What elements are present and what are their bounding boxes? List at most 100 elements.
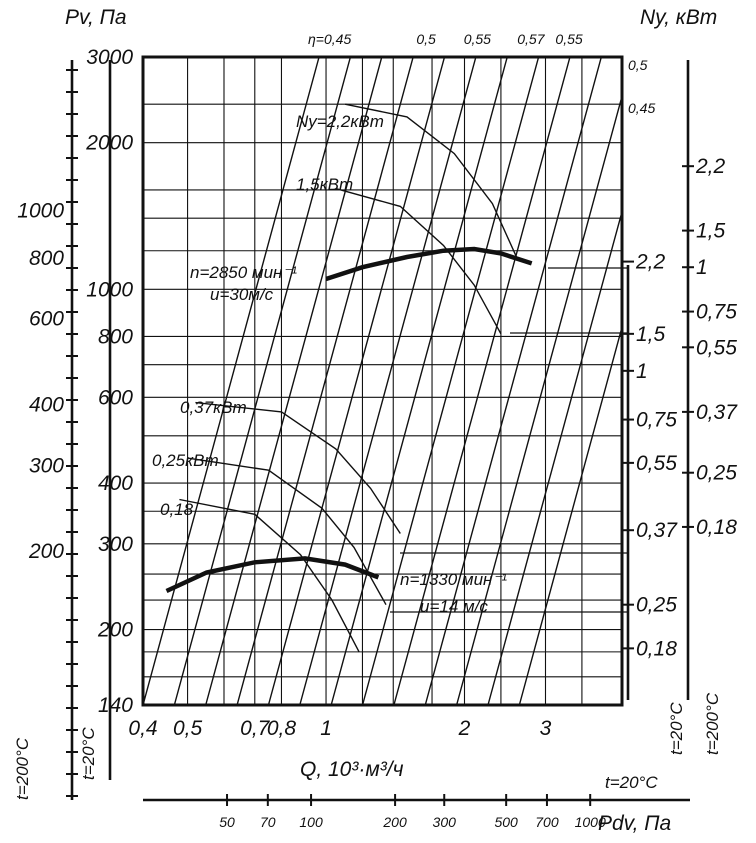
right-axis-title: Ny, кВт xyxy=(640,6,717,29)
efficiency-line xyxy=(143,57,320,705)
right-t200-title: t=200°C xyxy=(703,692,722,755)
efficiency-label: η=0,45 xyxy=(308,31,351,47)
efficiency-label: 0,55 xyxy=(555,31,582,47)
left-t20-title: t=20°C xyxy=(79,727,98,780)
plot-frame xyxy=(141,55,624,707)
right-t20-tick-label: 0,18 xyxy=(636,637,677,660)
right-t200-tick-label: 1,5 xyxy=(696,220,726,243)
power-curve-label: 0,25кВт xyxy=(152,451,219,470)
right-t200-tick-label: 0,18 xyxy=(696,516,737,539)
y-tick-label: 400 xyxy=(98,472,133,495)
left-t200-tick-label: 200 xyxy=(28,540,64,563)
x-tick-label: 2 xyxy=(458,717,471,740)
power-curve-label: 1,5кВт xyxy=(296,175,353,194)
y-tick-labels: 140200300400600800100020003000 xyxy=(85,46,133,717)
power-curve xyxy=(344,103,518,259)
efficiency-line xyxy=(267,57,446,705)
x-tick-label: 0,5 xyxy=(173,717,203,740)
bottom-tick-label: 200 xyxy=(382,814,407,830)
y-gridlines xyxy=(143,56,622,706)
bottom-scale-title: Pdv, Па xyxy=(598,812,671,835)
right-t20-tick-label: 0,75 xyxy=(636,409,677,432)
series-speed-label: u=14 м/с xyxy=(420,597,488,616)
power-curves xyxy=(179,103,518,653)
efficiency-label: 0,5 xyxy=(628,57,648,73)
right-t200-tick-label: 0,75 xyxy=(696,301,737,324)
bottom-tick-label: 50 xyxy=(219,814,235,830)
left-axis-title: Pv, Па xyxy=(65,6,127,29)
bottom-pdv-axis: 50 70 100 200 300 500 700 1000 xyxy=(143,794,690,830)
efficiency-line xyxy=(330,57,508,705)
leader-lines xyxy=(390,267,628,613)
x-tick-labels: 0,4 0,5 0,70,8 1 2 3 xyxy=(128,717,551,740)
left-t200-tick-label: 300 xyxy=(29,454,64,477)
power-curve xyxy=(187,457,387,606)
x-tick-label: 0,7 xyxy=(240,717,271,740)
performance-curve xyxy=(165,556,380,594)
efficiency-label: 0,55 xyxy=(464,31,491,47)
power-curve-label: 0,37кВт xyxy=(180,398,247,417)
series-label: n=1330 мин⁻¹ xyxy=(400,570,507,589)
efficiency-line xyxy=(236,57,414,705)
efficiency-line xyxy=(361,57,540,705)
series-label: n=2850 мин⁻¹ xyxy=(190,263,297,282)
efficiency-line xyxy=(424,57,603,705)
x-tick-label: 0,8 xyxy=(267,717,297,740)
left-t200-tick-label: 1000 xyxy=(17,200,64,223)
bottom-tick-label: 100 xyxy=(299,814,323,830)
right-t200-tick-label: 0,25 xyxy=(696,462,737,485)
left-t200-tick-label: 400 xyxy=(29,393,64,416)
power-curve xyxy=(195,401,401,534)
right-t20-title: t=20°C xyxy=(667,702,686,755)
left-t200-tick-label: 800 xyxy=(29,247,64,270)
right-t200-tick-label: 2,2 xyxy=(695,155,726,178)
right-t200-tick-label: 1 xyxy=(696,256,708,279)
bottom-scale-temp: t=20°C xyxy=(605,773,658,792)
right-t200-tick-label: 0,55 xyxy=(696,336,737,359)
efficiency-line xyxy=(487,209,622,705)
y-tick-label: 600 xyxy=(98,386,133,409)
right-t200-axis: 2,2 1,5 1 0,75 0,55 0,37 0,25 0,18 xyxy=(682,60,738,700)
power-curve xyxy=(335,187,502,335)
efficiency-label: 0,5 xyxy=(416,31,436,47)
right-t200-tick-label: 0,37 xyxy=(696,401,738,424)
right-t20-tick-label: 1 xyxy=(636,360,648,383)
y-tick-label: 200 xyxy=(97,619,133,642)
efficiency-line xyxy=(518,324,622,705)
left-t200-axis: 1000 800 600 400 300 200 xyxy=(17,60,112,800)
efficiency-line xyxy=(393,57,571,705)
power-curve-label: 0,18 xyxy=(160,500,194,519)
efficiency-line xyxy=(455,93,622,705)
power-curve-label: Ny=2,2кВт xyxy=(296,112,384,131)
x-tick-label: 3 xyxy=(540,717,552,740)
right-t20-tick-label: 2,2 xyxy=(635,251,666,274)
x-tick-label: 1 xyxy=(320,717,332,740)
y-tick-label: 800 xyxy=(98,325,133,348)
right-t20-tick-label: 0,25 xyxy=(636,594,677,617)
performance-curve xyxy=(325,246,533,282)
x-axis-title: Q, 10³·м³/ч xyxy=(300,758,404,781)
left-t200-title: t=200°C xyxy=(13,737,32,800)
efficiency-label: 0,57 xyxy=(517,31,545,47)
y-tick-label: 3000 xyxy=(86,46,133,69)
bottom-tick-label: 70 xyxy=(260,814,276,830)
efficiency-label: 0,45 xyxy=(628,100,655,116)
left-t200-tick-label: 600 xyxy=(29,308,64,331)
y-tick-label: 300 xyxy=(98,533,133,556)
performance-curves xyxy=(165,246,533,594)
right-t20-tick-label: 0,37 xyxy=(636,519,678,542)
right-t20-axis: 2,2 1,5 1 0,75 0,55 0,37 0,25 0,18 xyxy=(622,251,678,700)
y-tick-label: 140 xyxy=(98,694,133,717)
efficiency-line xyxy=(173,57,352,705)
curve-labels: η=0,45 0,5 0,55 0,57 0,55 0,5 0,45 Ny=2,2кВт 1,5… xyxy=(152,31,655,616)
bottom-tick-label: 1000 xyxy=(575,814,606,830)
x-gridlines xyxy=(142,57,623,705)
x-tick-label: 0,4 xyxy=(128,717,157,740)
bottom-tick-label: 300 xyxy=(433,814,457,830)
bottom-tick-label: 700 xyxy=(535,814,559,830)
efficiency-line xyxy=(205,57,383,705)
power-curve xyxy=(179,498,360,653)
right-t20-tick-label: 0,55 xyxy=(636,452,677,475)
series-speed-label: u=30м/с xyxy=(210,285,274,304)
